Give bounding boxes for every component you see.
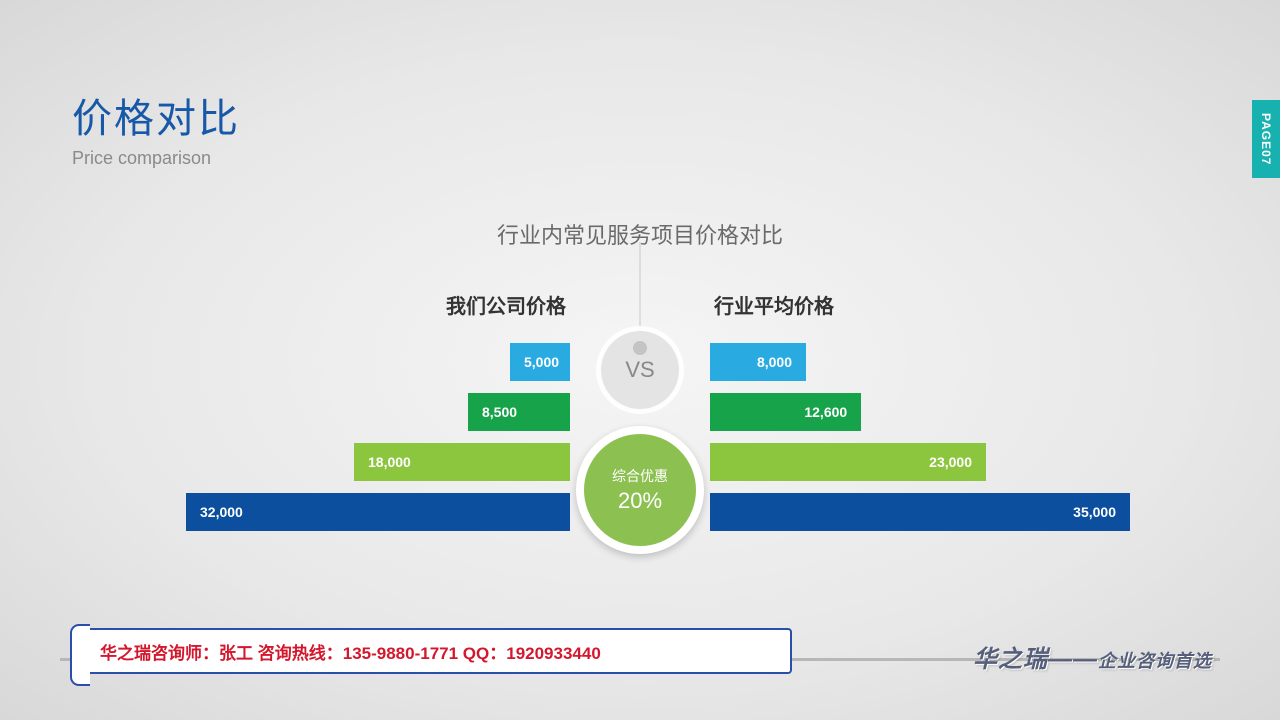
bar-right-1: 12,600 xyxy=(710,393,861,431)
page-title: 价格对比 xyxy=(72,86,240,144)
brand-main: 华之瑞 xyxy=(973,646,1048,673)
bar-right-2: 23,000 xyxy=(710,443,986,481)
left-column-title: 我们公司价格 xyxy=(150,290,570,319)
vs-badge: VS xyxy=(601,331,679,409)
brand-watermark: 华之瑞——企业咨询首选 xyxy=(973,639,1212,674)
bar-right-0: 8,000 xyxy=(710,343,806,381)
page-subtitle: Price comparison xyxy=(72,148,240,169)
brand-sub: 企业咨询首选 xyxy=(1098,651,1212,671)
discount-percent: 20% xyxy=(618,488,662,514)
bar-left-1: 8,500 xyxy=(468,393,570,431)
bar-left-2: 18,000 xyxy=(354,443,570,481)
vs-badge-dot xyxy=(633,341,647,355)
contact-box: 华之瑞咨询师：张工 咨询热线：135-9880-1771 QQ：19209334… xyxy=(82,628,792,674)
header: 价格对比 Price comparison xyxy=(72,86,240,169)
contact-text: 华之瑞咨询师：张工 咨询热线：135-9880-1771 QQ：19209334… xyxy=(100,639,601,664)
right-column: 行业平均价格 8,000 12,600 23,000 35,000 xyxy=(710,290,1130,580)
left-column: 我们公司价格 5,000 8,500 18,000 32,000 xyxy=(150,290,570,580)
brand-dash: —— xyxy=(1048,646,1098,673)
bar-right-3: 35,000 xyxy=(710,493,1130,531)
discount-label: 综合优惠 xyxy=(612,466,668,486)
vs-label: VS xyxy=(625,357,654,383)
bar-left-3: 32,000 xyxy=(186,493,570,531)
discount-badge: 综合优惠 20% xyxy=(576,426,704,554)
right-column-title: 行业平均价格 xyxy=(710,290,1130,319)
page-number-tab: PAGE07 xyxy=(1252,100,1280,178)
bar-left-0: 5,000 xyxy=(510,343,570,381)
